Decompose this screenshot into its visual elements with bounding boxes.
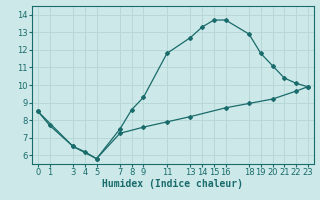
- X-axis label: Humidex (Indice chaleur): Humidex (Indice chaleur): [102, 179, 243, 189]
